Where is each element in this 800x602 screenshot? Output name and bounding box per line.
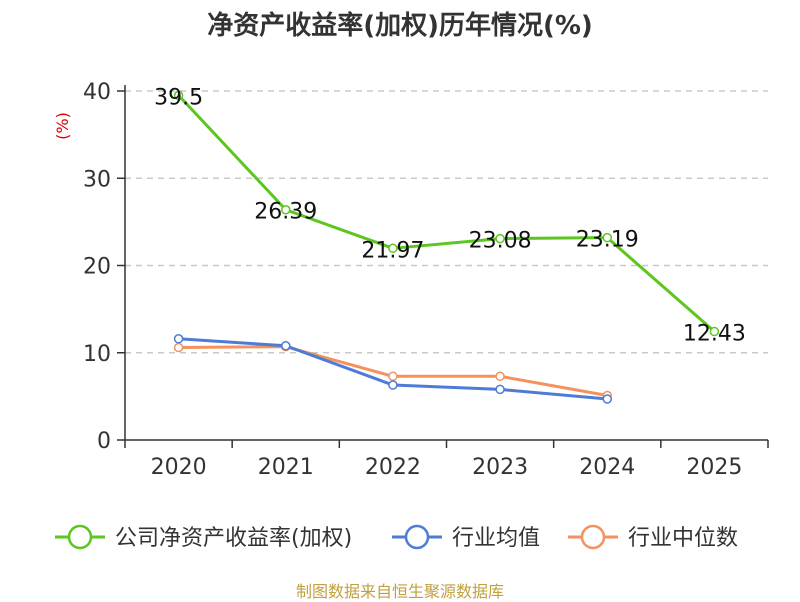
y-tick-label: 40	[83, 80, 111, 105]
data-point-median-2023	[495, 371, 505, 382]
data-point-company-2025	[709, 326, 720, 337]
y-tick-label: 0	[97, 429, 111, 454]
y-tick-label: 20	[83, 255, 111, 280]
legend: 公司净资产收益率(加权) 行业均值 行业中位数	[55, 524, 738, 551]
grid-lines	[125, 90, 768, 354]
data-point-company-2023	[495, 233, 505, 244]
legend-marker-average	[404, 524, 430, 550]
data-point-average-2021	[281, 341, 291, 351]
data-point-average-2020	[173, 334, 184, 344]
data-label-company-2024: 23.19	[576, 228, 639, 253]
data-point-company-2022	[388, 243, 398, 254]
data-point-average-2024	[602, 394, 612, 404]
legend-marker-median	[580, 524, 606, 550]
y-tick-label: 10	[83, 342, 111, 367]
y-tick-label: 30	[83, 167, 111, 192]
data-point-company-2024	[602, 232, 612, 243]
x-tick-label-2021: 2021	[258, 455, 314, 480]
x-tick-label-2023: 2023	[472, 455, 528, 480]
axes: 0 10 20 30 40 (%) 2020 2021 2022 2023 2024 2025	[53, 80, 769, 480]
chart-title: 净资产收益率(加权)历年情况(%)	[207, 11, 593, 41]
x-tick-label-2022: 2022	[365, 455, 421, 480]
legend-label-median: 行业中位数	[628, 526, 738, 551]
data-source-note: 制图数据来自恒生聚源数据库	[295, 582, 504, 601]
data-label-company-2021: 26.39	[254, 200, 317, 225]
legend-label-average: 行业均值	[452, 526, 540, 551]
legend-label-company: 公司净资产收益率(加权)	[115, 526, 352, 551]
data-label-company-2022: 21.97	[361, 238, 424, 263]
series-line-company	[177, 94, 716, 333]
x-tick-label-2024: 2024	[579, 455, 635, 480]
data-point-median-2022	[388, 371, 398, 382]
data-point-company-2020	[173, 90, 184, 101]
data-point-average-2022	[388, 380, 398, 390]
legend-item-average: 行业均值	[392, 524, 540, 551]
data-label-company-2023: 23.08	[469, 229, 532, 254]
data-label-company-2020: 39.5	[154, 85, 203, 110]
x-tick-label-2025: 2025	[686, 455, 742, 480]
data-labels: 39.5 26.39 21.97 23.08 23.19 12.43	[154, 85, 746, 346]
data-point-median-2020	[173, 342, 184, 353]
series	[173, 90, 720, 404]
legend-item-median: 行业中位数	[568, 524, 738, 551]
data-label-company-2025: 12.43	[683, 322, 746, 347]
legend-item-company: 公司净资产收益率(加权)	[55, 524, 352, 551]
data-point-average-2023	[495, 384, 505, 395]
legend-marker-company	[67, 524, 93, 550]
x-tick-label-2020: 2020	[151, 455, 207, 480]
data-point-company-2021	[281, 204, 291, 215]
y-axis-label: (%)	[53, 112, 72, 140]
